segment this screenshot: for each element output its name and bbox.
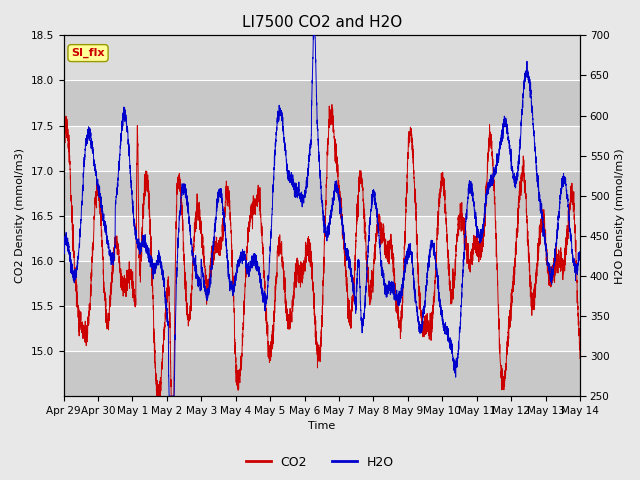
Bar — [63, 36, 580, 81]
Bar — [63, 306, 580, 351]
Title: LI7500 CO2 and H2O: LI7500 CO2 and H2O — [242, 15, 402, 30]
Bar — [63, 170, 580, 216]
X-axis label: Time: Time — [308, 421, 335, 432]
Legend: CO2, H2O: CO2, H2O — [241, 451, 399, 474]
Bar — [63, 126, 580, 170]
Text: SI_flx: SI_flx — [71, 48, 105, 58]
Bar — [63, 81, 580, 126]
Y-axis label: H2O Density (mmol/m3): H2O Density (mmol/m3) — [615, 148, 625, 284]
Bar — [63, 216, 580, 261]
Y-axis label: CO2 Density (mmol/m3): CO2 Density (mmol/m3) — [15, 148, 25, 283]
Bar — [63, 261, 580, 306]
